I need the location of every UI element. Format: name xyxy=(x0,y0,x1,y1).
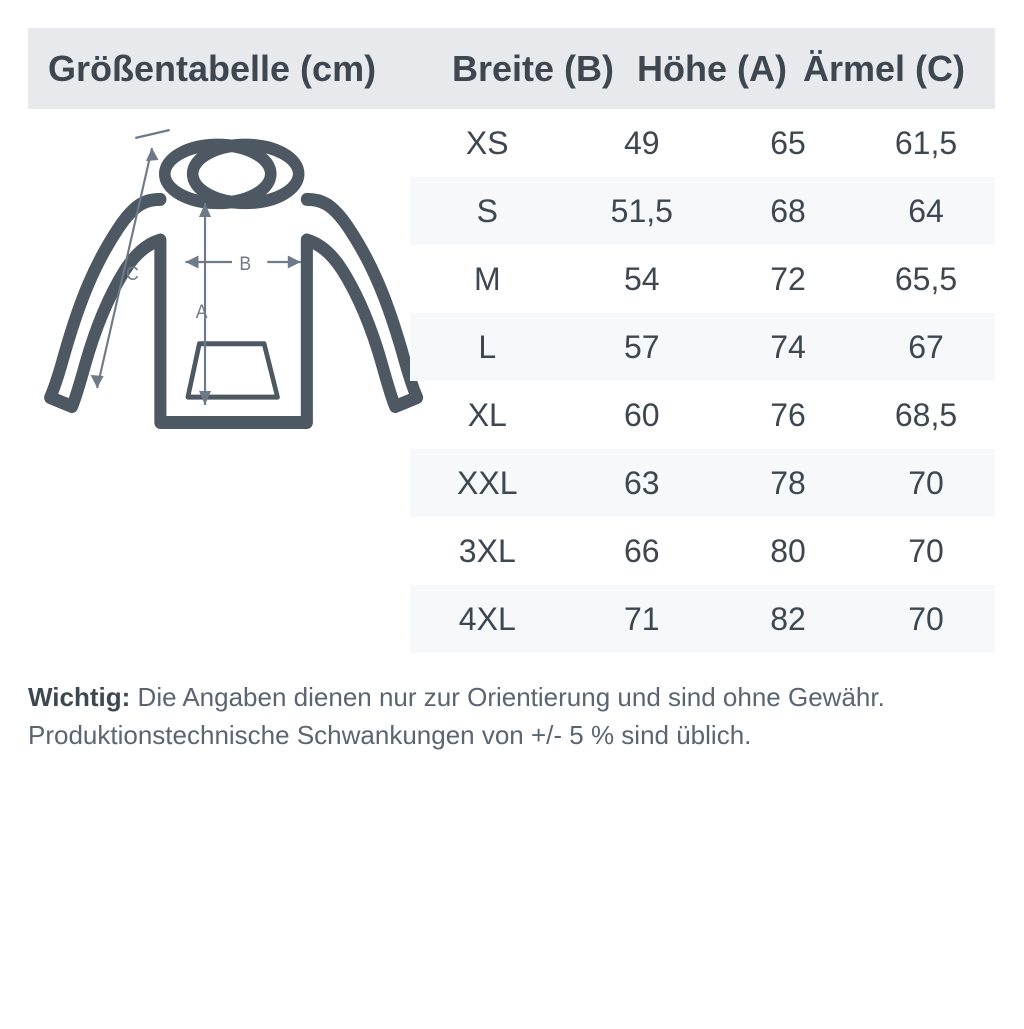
svg-text:A: A xyxy=(196,300,209,322)
svg-text:C: C xyxy=(126,262,139,284)
svg-text:B: B xyxy=(239,252,251,274)
